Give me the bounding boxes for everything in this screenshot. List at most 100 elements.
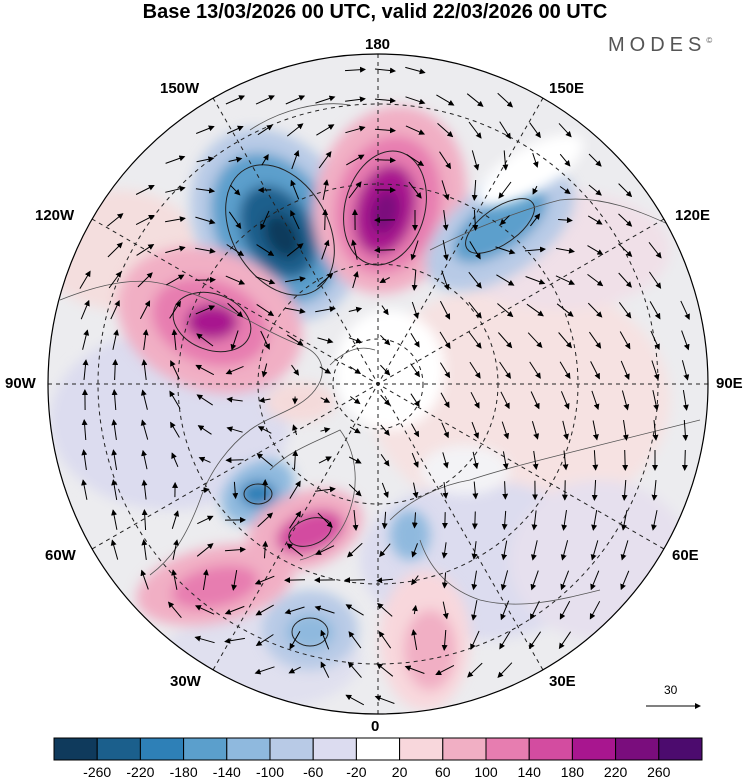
wind-vector-arrow xyxy=(376,577,393,584)
wind-vector-arrow xyxy=(442,452,449,469)
wind-vector-arrow xyxy=(652,420,659,441)
wind-vector-arrow xyxy=(111,479,118,500)
wind-vector-arrow xyxy=(558,631,572,650)
wind-vector-arrow xyxy=(618,213,633,227)
wind-vector-arrow xyxy=(469,361,481,379)
wind-vector-arrow xyxy=(228,156,243,163)
wind-vector-arrow xyxy=(232,481,239,500)
neutral-patch-2 xyxy=(420,445,510,495)
wind-vector-arrow xyxy=(471,511,478,530)
lon-label-150w: 150W xyxy=(160,80,200,97)
lon-label-0: 0 xyxy=(371,718,380,735)
wind-vector-arrow xyxy=(497,303,514,318)
contour-pos-2 xyxy=(172,291,252,353)
colorbar-swatch xyxy=(312,737,357,761)
wind-vector-arrow xyxy=(468,271,482,289)
wind-vector-arrow xyxy=(197,425,212,435)
wind-vector-arrow xyxy=(166,274,185,286)
wind-vector-arrow xyxy=(257,124,273,136)
wind-vector-arrow xyxy=(591,390,600,411)
pos-cell-5-core xyxy=(404,610,456,690)
wind-vector-arrow xyxy=(255,604,274,616)
meridian-120w-60e xyxy=(91,218,665,550)
wind-vector-arrow xyxy=(260,210,270,231)
wind-vector-arrow xyxy=(530,391,540,410)
wind-vector-arrow xyxy=(261,153,269,166)
pos-cell-3-core xyxy=(276,509,344,555)
wind-vector-arrow xyxy=(225,95,246,105)
wind-vector-arrow xyxy=(404,665,425,674)
colorbar-swatch xyxy=(442,737,487,761)
wind-vector-arrow xyxy=(225,365,244,375)
wind-vector-arrow xyxy=(229,184,241,196)
wind-vector-arrow xyxy=(195,187,216,194)
colorbar-swatch xyxy=(658,737,703,761)
wind-vector-arrow xyxy=(682,390,689,411)
wind-vector-arrow xyxy=(498,181,512,199)
wind-vector-arrow xyxy=(561,510,568,531)
wind-vector-arrow xyxy=(290,209,300,230)
wind-vector-arrow xyxy=(202,569,209,590)
wind-vector-arrow xyxy=(165,185,186,193)
colorbar-tick-label: -180 xyxy=(169,764,198,780)
wind-vector-arrow xyxy=(591,479,598,501)
wind-vector-arrow xyxy=(320,427,331,433)
modes-logo: MODES© xyxy=(608,34,712,57)
wind-vector-arrow xyxy=(591,510,598,531)
pos-cell-2-core xyxy=(186,304,238,340)
wind-vector-arrow xyxy=(620,360,630,381)
wind-vector-arrow xyxy=(560,570,570,591)
wind-vector-arrow xyxy=(525,276,546,285)
wind-vector-arrow xyxy=(291,150,300,170)
wind-vector-arrow xyxy=(227,302,244,318)
wind-vector-arrow xyxy=(257,426,272,434)
wind-vector-arrow xyxy=(619,331,631,350)
wind-vector-arrow xyxy=(471,541,478,560)
wind-vector-arrow xyxy=(136,244,155,256)
wind-vector-arrow xyxy=(167,601,182,619)
wind-vector-arrow xyxy=(531,421,540,440)
wind-vector-arrow xyxy=(406,154,425,167)
wind-vector-arrow xyxy=(680,300,690,321)
wind-vector-arrow xyxy=(165,216,186,223)
wind-vector-arrow xyxy=(378,630,392,649)
wind-vector-arrow xyxy=(111,509,118,530)
wind-vector-arrow xyxy=(589,600,601,620)
wind-vector-arrow xyxy=(501,510,508,531)
wind-vector-arrow xyxy=(352,509,359,531)
wind-vector-arrow xyxy=(284,606,305,615)
wind-vector-arrow xyxy=(285,95,306,105)
wind-vector-arrow xyxy=(501,421,510,440)
wind-vector-arrow xyxy=(411,269,418,291)
wind-vector-arrow xyxy=(559,600,571,620)
wind-vector-arrow xyxy=(529,122,541,139)
wind-vector-arrow xyxy=(169,300,181,319)
wind-vector-arrow xyxy=(587,245,604,255)
colorbar-tick-label: -20 xyxy=(346,764,367,780)
wind-vector-arrow xyxy=(226,125,244,134)
wind-vector-arrow xyxy=(374,247,396,254)
wind-vector-arrow xyxy=(527,332,543,349)
wind-vector-arrow xyxy=(226,244,245,257)
wind-vector-arrow xyxy=(442,482,449,499)
wind-vector-arrow xyxy=(80,299,90,320)
wind-vector-arrow xyxy=(621,510,628,531)
wind-vector-arrow xyxy=(381,511,388,530)
wind-vector-arrow xyxy=(224,637,245,644)
wind-vector-arrow xyxy=(348,337,363,344)
wind-vector-arrow xyxy=(165,155,186,164)
reference-vector-label: 30 xyxy=(664,683,678,697)
wind-vector-arrow xyxy=(380,454,390,467)
wind-vector-arrow xyxy=(436,94,455,106)
lon-label-150e: 150E xyxy=(549,80,585,97)
wind-vector-arrow xyxy=(170,421,180,438)
map-title: Base 13/03/2026 00 UTC, valid 22/03/2026… xyxy=(142,1,608,23)
wind-vector-arrow xyxy=(107,242,123,258)
wind-vector-arrow xyxy=(651,480,658,501)
wind-vector-arrow xyxy=(137,272,153,288)
brand-name: MODES xyxy=(608,34,707,56)
colorbar-tick-label: 260 xyxy=(647,764,671,780)
wind-vector-arrow xyxy=(588,184,602,196)
wind-vector-arrow xyxy=(314,605,335,614)
colorbar-tick-label: -260 xyxy=(83,764,112,780)
